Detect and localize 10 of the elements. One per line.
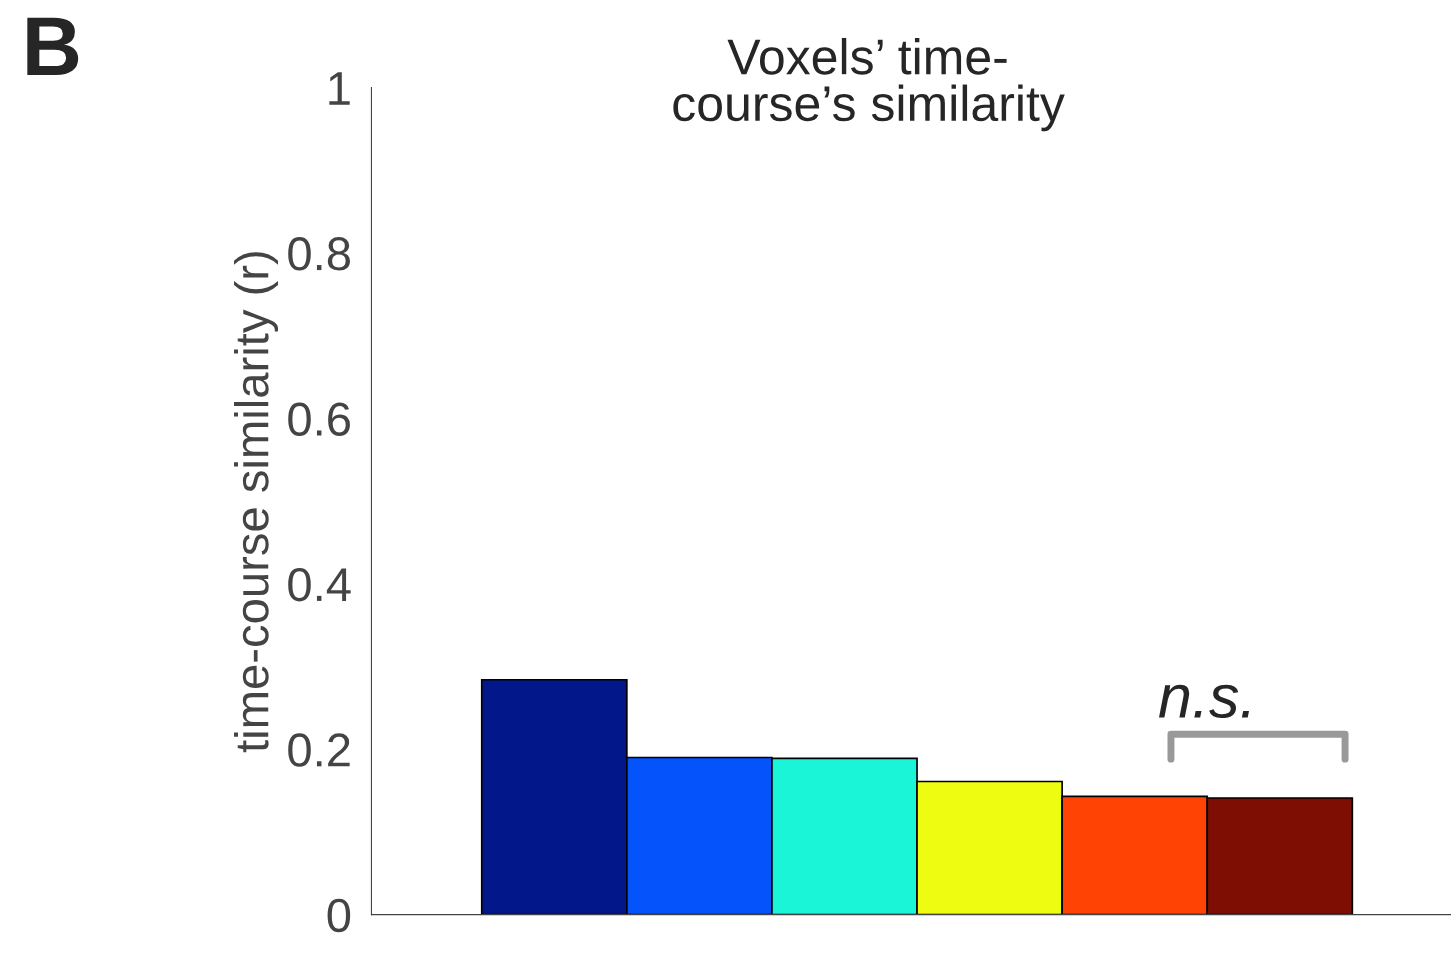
chart-title: Voxels’ time- course’s similarity — [673, 37, 1065, 132]
y-tick-label: 0.6 — [288, 402, 350, 436]
text: B — [27, 17, 79, 75]
y-tick-label: 0.8 — [288, 237, 350, 271]
y-tick-label: 0.2 — [288, 733, 350, 767]
annotation: n.s. — [1159, 684, 1249, 719]
y-tick-label: 0.4 — [288, 567, 351, 602]
y-tick-label: 1 — [329, 72, 350, 105]
y-axis-title: time-course similarity (r) — [234, 252, 279, 753]
y-tick-label: 0 — [327, 898, 351, 933]
